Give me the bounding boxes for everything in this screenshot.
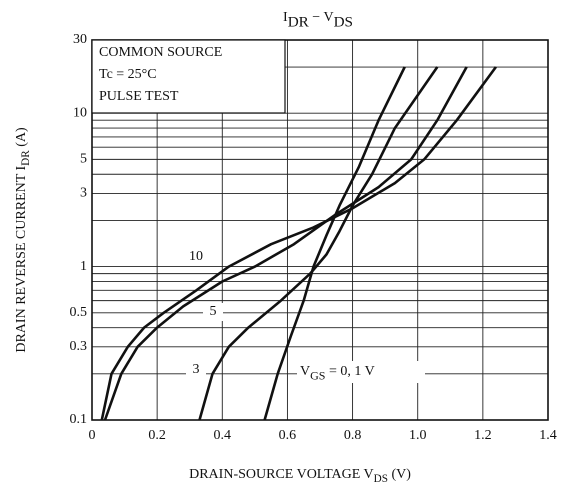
plot-frame: [91, 39, 549, 421]
x-tick-label: 0.8: [344, 428, 362, 443]
chart-title: IDR − VDS: [283, 10, 353, 31]
x-axis-label: DRAIN-SOURCE VOLTAGE VDS (V): [189, 467, 411, 485]
y-tick-label: 0.1: [70, 412, 88, 427]
y-tick-label: 3: [80, 186, 87, 201]
y-axis-label-part: DR: [20, 150, 32, 166]
series-label: 5: [210, 304, 217, 319]
legend-line: Tc = 25°C: [99, 67, 157, 82]
y-tick-label: 0.3: [70, 339, 88, 354]
curve: [263, 66, 406, 421]
series-label: 3: [193, 362, 200, 377]
x-axis-label-part: DS: [374, 473, 388, 485]
series-label: 10: [189, 249, 203, 264]
curve: [103, 66, 468, 421]
series-label-part: = 0, 1 V: [325, 364, 374, 379]
x-tick-label: 1.0: [409, 428, 427, 443]
y-tick-label: 1: [80, 259, 87, 274]
chart-title-part: DS: [334, 14, 353, 31]
label-bg: [186, 361, 206, 379]
y-axis-label: DRAIN REVERSE CURRENT IDR (A): [14, 127, 32, 353]
series-label-part: GS: [310, 368, 325, 382]
x-tick-label: 0.4: [214, 428, 232, 443]
x-tick-label: 1.4: [539, 428, 557, 443]
curve: [198, 66, 439, 421]
legend-line: COMMON SOURCE: [99, 45, 222, 60]
y-tick-label: 30: [73, 32, 87, 47]
x-axis-label-part: (V): [388, 467, 411, 482]
chart-title-part: − V: [309, 10, 334, 25]
y-axis-label-part: DRAIN REVERSE CURRENT I: [14, 166, 29, 353]
y-tick-label: 10: [73, 105, 87, 120]
y-tick-label: 5: [80, 152, 87, 167]
chart-title-part: DR: [288, 14, 310, 31]
x-tick-label: 0.2: [148, 428, 166, 443]
series-label: VGS = 0, 1 V: [300, 364, 375, 382]
label-bg: [297, 361, 425, 383]
y-tick-label: 0.5: [70, 305, 88, 320]
x-axis-label-part: DRAIN-SOURCE VOLTAGE V: [189, 467, 374, 482]
x-tick-label: 0.6: [279, 428, 297, 443]
label-bg: [186, 248, 206, 266]
legend-box: [91, 39, 286, 114]
legend-line: PULSE TEST: [99, 89, 179, 104]
label-bg: [203, 303, 223, 321]
x-tick-label: 1.2: [474, 428, 492, 443]
y-axis-label-part: (A): [14, 127, 29, 150]
chart-title-part: I: [283, 10, 288, 25]
curve: [100, 66, 497, 421]
x-tick-label: 0: [89, 428, 96, 443]
series-label-part: V: [300, 364, 310, 379]
